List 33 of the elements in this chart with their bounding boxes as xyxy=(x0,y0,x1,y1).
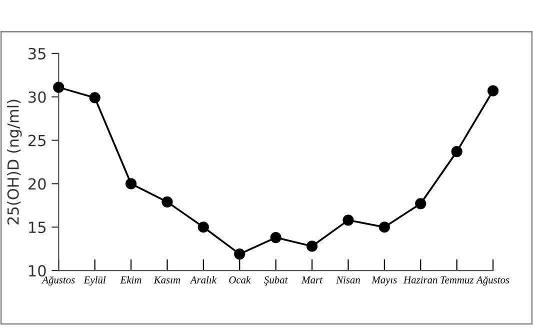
x-tick-label: Ağustos xyxy=(476,276,510,286)
point xyxy=(270,232,282,244)
point xyxy=(89,92,100,104)
x-tick-label: Ekim xyxy=(120,276,142,284)
x-tick-label: Şubat xyxy=(264,276,288,286)
x-tick-label: Aralık xyxy=(190,276,217,284)
x-tick-label: Ocak xyxy=(229,276,251,284)
y-axis-title: 25(OH)D (ng/ml) xyxy=(7,100,22,224)
point xyxy=(234,248,246,260)
x-tick-label: Mayıs xyxy=(372,276,397,286)
y-tick-label: 15 xyxy=(29,222,46,234)
y-tick-label: 25 xyxy=(28,134,46,146)
point xyxy=(306,240,318,252)
point xyxy=(53,82,64,93)
x-tick-label: Eylül xyxy=(84,276,106,286)
y-tick-label: 30 xyxy=(28,91,46,103)
y-tick-label: 10 xyxy=(29,265,46,277)
point xyxy=(415,198,426,210)
x-tick-label: Kasım xyxy=(154,276,180,284)
point xyxy=(125,178,137,190)
point xyxy=(378,222,390,233)
x-tick-label: Haziran xyxy=(403,276,438,284)
x-tick-label: Nisan xyxy=(336,276,360,284)
y-tick-label: 20 xyxy=(28,178,46,190)
point xyxy=(487,85,499,96)
y-tick-label: 35 xyxy=(28,48,46,60)
x-tick-label: Mart xyxy=(301,276,323,284)
point xyxy=(162,196,173,208)
point xyxy=(198,222,209,233)
x-tick-label: Ağustos xyxy=(42,276,75,286)
point xyxy=(342,214,354,226)
x-tick-label: Temmuz xyxy=(440,276,474,284)
point xyxy=(451,146,462,158)
